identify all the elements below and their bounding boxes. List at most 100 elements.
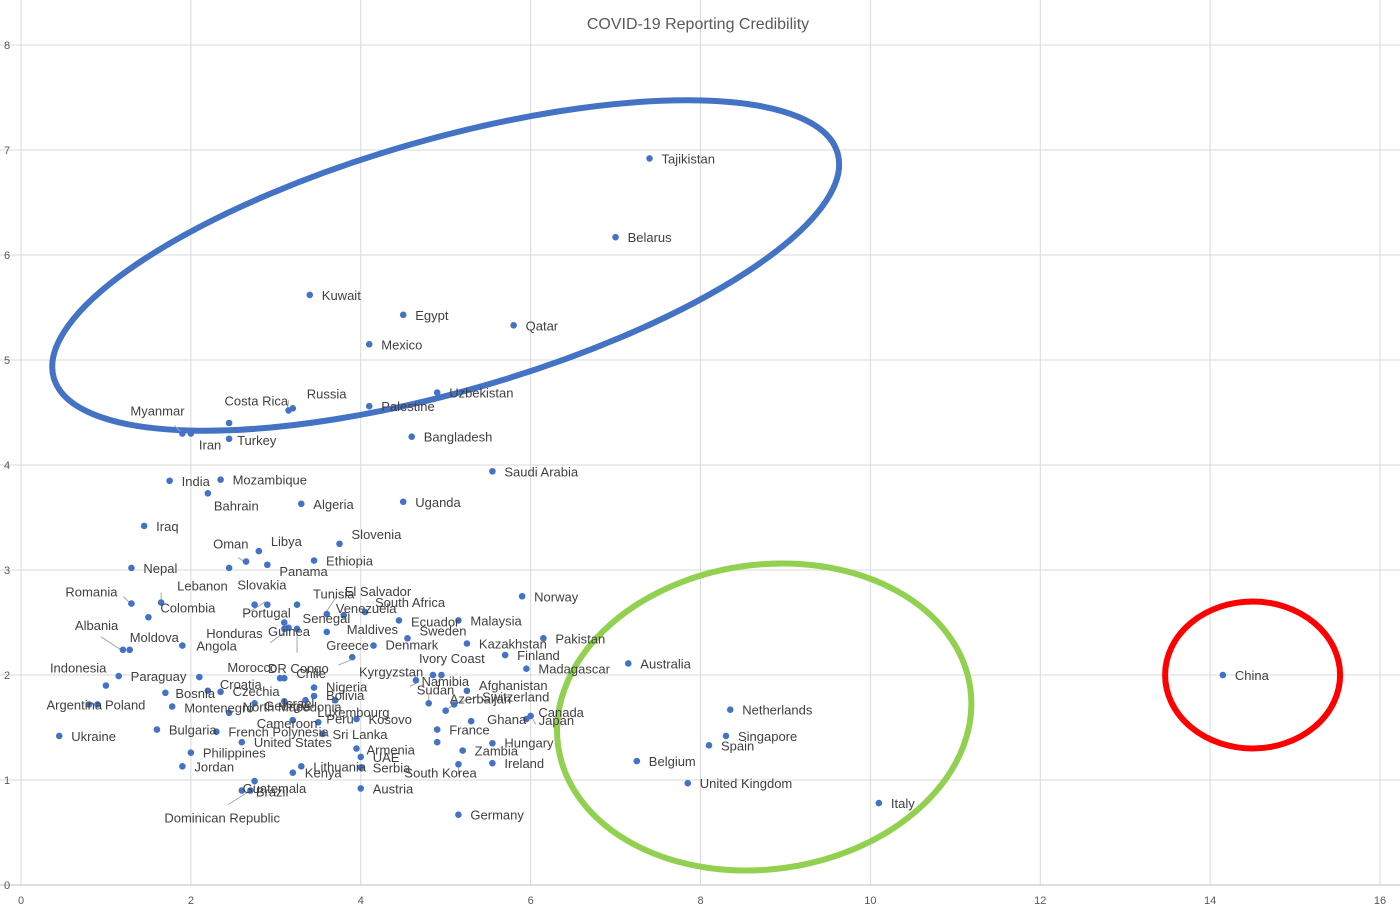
leader-line (437, 677, 441, 684)
data-label: United Kingdom (700, 776, 793, 791)
data-label: Egypt (415, 308, 449, 323)
data-point (442, 707, 449, 714)
data-point (126, 646, 134, 654)
leader-line (100, 636, 122, 651)
annotation-ellipse-1 (49, 97, 843, 434)
data-point (55, 732, 63, 740)
data-point (438, 671, 445, 679)
data-label: Peru (326, 711, 353, 726)
data-point (527, 712, 534, 720)
chart-title: COVID-19 Reporting Credibility (587, 16, 809, 33)
data-label: Singapore (738, 729, 797, 744)
data-label: Lithuania (313, 759, 367, 774)
data-point (365, 340, 373, 348)
data-label: Poland (105, 697, 145, 712)
data-point (489, 739, 496, 747)
data-point (348, 653, 356, 661)
data-point (361, 608, 369, 616)
leader-line (409, 682, 417, 687)
leader-line (287, 400, 290, 408)
data-point (425, 700, 433, 707)
data-point (310, 557, 318, 564)
data-point (467, 717, 475, 725)
data-label: Romania (65, 585, 118, 600)
data-label: Iraq (156, 519, 178, 534)
data-label: Georgia (264, 698, 311, 713)
data-label: Denmark (385, 638, 438, 653)
y-tick-label: 6 (4, 250, 10, 262)
data-point (225, 709, 233, 717)
y-tick-label: 8 (4, 40, 10, 52)
data-point (102, 682, 110, 689)
data-point (179, 763, 186, 770)
data-point (128, 564, 135, 572)
data-point (722, 732, 730, 740)
data-points (55, 155, 1227, 818)
data-label: Maldives (347, 622, 399, 637)
data-point (875, 799, 883, 807)
data-label: Zambia (475, 744, 519, 759)
y-tick-label: 4 (4, 460, 10, 472)
annotation-ellipse-3 (1162, 598, 1344, 752)
data-point (310, 684, 318, 691)
data-label: Honduras (206, 626, 263, 641)
data-point (501, 651, 509, 659)
data-point (238, 787, 246, 794)
data-label: Spain (721, 738, 754, 753)
data-point (297, 763, 305, 770)
leader-line (123, 596, 130, 603)
data-label: Bolivia (326, 688, 365, 703)
y-tick-label: 0 (4, 880, 10, 892)
data-label: Netherlands (742, 703, 813, 718)
data-point (179, 642, 186, 649)
data-point (357, 785, 365, 792)
data-point (459, 747, 466, 754)
data-label: Argentina (46, 697, 102, 712)
data-label: Indonesia (50, 661, 107, 676)
data-point (85, 701, 93, 708)
data-point (140, 522, 148, 530)
data-point (684, 779, 692, 787)
data-point (217, 476, 224, 484)
data-point (340, 611, 348, 619)
leader-line (532, 718, 537, 725)
data-point (251, 700, 258, 707)
data-label: India (182, 474, 211, 489)
data-label: Slovakia (237, 578, 287, 593)
data-point (281, 625, 288, 633)
data-label: Nepal (143, 561, 177, 576)
data-point (450, 701, 458, 708)
data-point (289, 769, 297, 776)
leader-line (456, 695, 479, 704)
data-point (523, 665, 530, 672)
data-label: South Africa (375, 595, 446, 610)
data-label: Hungary (504, 735, 554, 750)
data-label: Palestine (381, 399, 434, 414)
data-point (213, 728, 220, 735)
data-point (196, 673, 203, 681)
data-label: France (449, 723, 489, 738)
data-point (187, 749, 195, 756)
data-point (264, 601, 271, 608)
data-label: Jordan (194, 759, 234, 774)
data-label: Belarus (628, 230, 673, 245)
leader-line (228, 792, 248, 805)
data-label: Morocco (227, 660, 277, 675)
data-point (404, 634, 411, 642)
data-point (455, 760, 462, 768)
x-tick-label: 4 (358, 895, 364, 907)
x-tick-label: 2 (188, 895, 194, 907)
y-tick-label: 2 (4, 670, 10, 682)
data-point (336, 540, 343, 548)
data-label: Mozambique (233, 473, 307, 488)
data-label: El Salvador (345, 584, 412, 599)
gridlines (0, 0, 1400, 886)
data-point (251, 601, 258, 608)
data-label: Japan (539, 713, 574, 728)
data-label: Germany (470, 808, 524, 823)
data-label: Kuwait (322, 288, 361, 303)
data-label: Afghanistan (479, 678, 548, 693)
data-label: DR Congo (268, 661, 329, 676)
data-label: Chile (296, 666, 326, 681)
